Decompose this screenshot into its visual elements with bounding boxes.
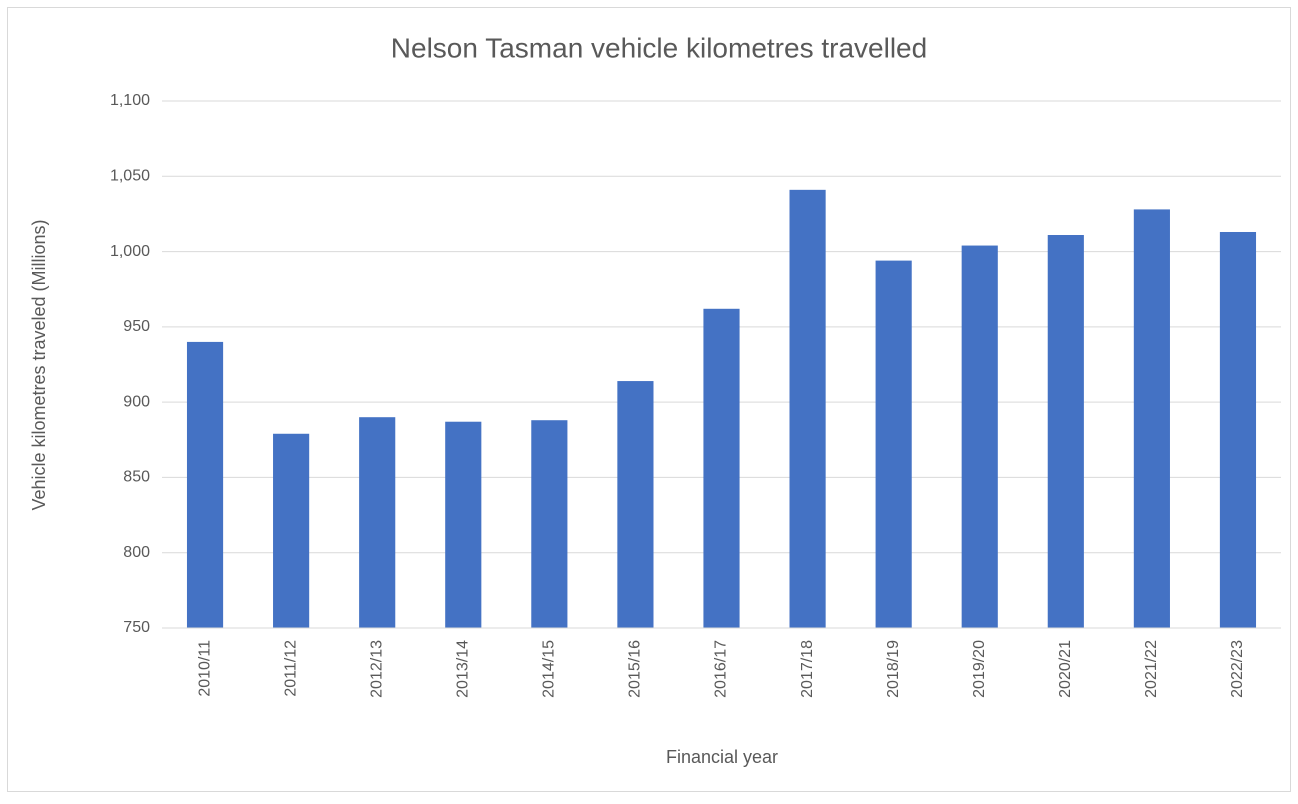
bar [273,433,310,628]
x-tick-label: 2018/19 [885,640,902,698]
bar [789,189,826,628]
y-tick-label: 750 [123,619,150,636]
bar [1047,235,1084,628]
bar [359,417,396,628]
y-tick-label: 1,000 [110,243,150,260]
x-tick-label: 2012/13 [368,640,385,698]
bar [703,308,740,628]
x-tick-label: 2021/22 [1143,640,1160,698]
chart-title: Nelson Tasman vehicle kilometres travell… [391,32,927,63]
bar [1133,209,1170,628]
x-tick-label: 2010/11 [196,640,213,697]
x-tick-label: 2017/18 [799,640,816,698]
x-tick-label: 2016/17 [713,640,730,698]
y-tick-label: 850 [123,469,150,486]
y-tick-label: 800 [123,544,150,561]
x-axis-label: Financial year [666,747,778,767]
bar [531,420,568,628]
y-tick-label: 950 [123,318,150,335]
y-tick-label: 1,100 [110,92,150,109]
bar [445,421,482,628]
bar [1219,231,1257,629]
bar [961,245,998,628]
x-tick-label: 2022/23 [1229,640,1246,698]
x-tick-label: 2019/20 [971,640,988,698]
bar [875,260,912,628]
x-tick-label: 2013/14 [454,640,471,698]
y-axis-label: Vehicle kilometres traveled (Millions) [29,219,49,510]
bar [186,341,224,628]
bar [617,381,654,628]
y-tick-label: 900 [123,393,150,410]
x-tick-label: 2015/16 [627,640,644,698]
x-tick-label: 2020/21 [1057,640,1074,698]
x-tick-label: 2014/15 [541,640,558,698]
y-tick-label: 1,050 [110,168,150,185]
x-tick-label: 2011/12 [282,640,299,697]
